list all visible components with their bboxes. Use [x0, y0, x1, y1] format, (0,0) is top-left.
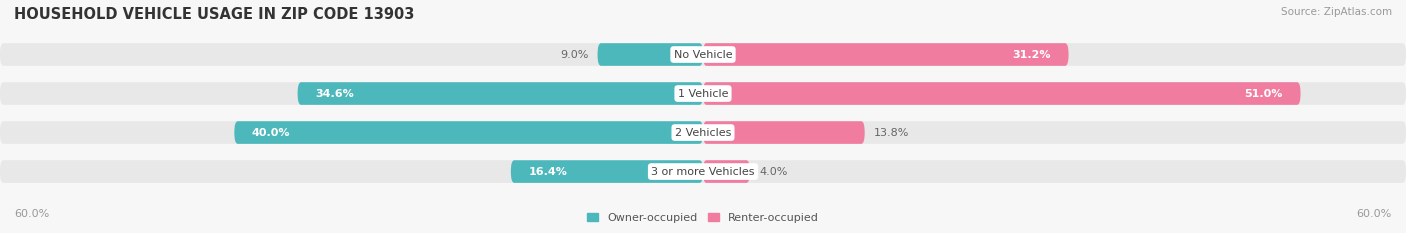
Text: 13.8%: 13.8%	[875, 127, 910, 137]
Text: 16.4%: 16.4%	[529, 167, 567, 177]
FancyBboxPatch shape	[703, 82, 1301, 105]
FancyBboxPatch shape	[235, 121, 703, 144]
Text: 60.0%: 60.0%	[1357, 209, 1392, 219]
FancyBboxPatch shape	[510, 160, 703, 183]
FancyBboxPatch shape	[0, 160, 1406, 183]
Text: No Vehicle: No Vehicle	[673, 49, 733, 59]
FancyBboxPatch shape	[703, 43, 1069, 66]
Text: 9.0%: 9.0%	[560, 49, 588, 59]
Text: 60.0%: 60.0%	[14, 209, 49, 219]
Text: 34.6%: 34.6%	[315, 89, 354, 99]
FancyBboxPatch shape	[0, 43, 1406, 66]
FancyBboxPatch shape	[703, 160, 749, 183]
Text: 3 or more Vehicles: 3 or more Vehicles	[651, 167, 755, 177]
Text: Source: ZipAtlas.com: Source: ZipAtlas.com	[1281, 7, 1392, 17]
FancyBboxPatch shape	[298, 82, 703, 105]
Text: 2 Vehicles: 2 Vehicles	[675, 127, 731, 137]
Text: HOUSEHOLD VEHICLE USAGE IN ZIP CODE 13903: HOUSEHOLD VEHICLE USAGE IN ZIP CODE 1390…	[14, 7, 415, 22]
Text: 40.0%: 40.0%	[252, 127, 291, 137]
FancyBboxPatch shape	[0, 82, 1406, 105]
FancyBboxPatch shape	[703, 121, 865, 144]
Text: 31.2%: 31.2%	[1012, 49, 1052, 59]
FancyBboxPatch shape	[0, 121, 1406, 144]
Text: 4.0%: 4.0%	[759, 167, 787, 177]
Text: 51.0%: 51.0%	[1244, 89, 1282, 99]
FancyBboxPatch shape	[598, 43, 703, 66]
Text: 1 Vehicle: 1 Vehicle	[678, 89, 728, 99]
Legend: Owner-occupied, Renter-occupied: Owner-occupied, Renter-occupied	[586, 213, 820, 223]
